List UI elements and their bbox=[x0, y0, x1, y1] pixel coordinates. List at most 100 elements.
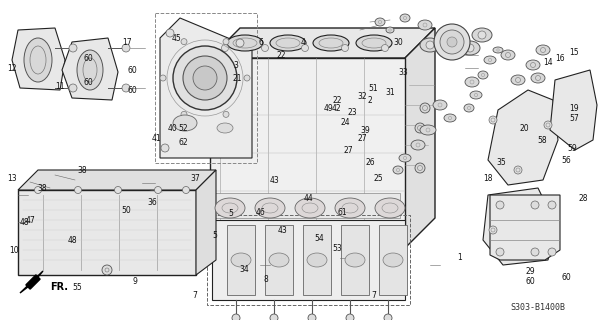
Text: 48: 48 bbox=[19, 218, 29, 227]
Polygon shape bbox=[20, 271, 43, 293]
Ellipse shape bbox=[313, 35, 349, 51]
Ellipse shape bbox=[77, 50, 103, 90]
Circle shape bbox=[496, 248, 504, 256]
Text: 27: 27 bbox=[343, 146, 353, 155]
Circle shape bbox=[223, 39, 229, 44]
Text: 20: 20 bbox=[519, 124, 529, 132]
Text: 35: 35 bbox=[496, 157, 506, 166]
Ellipse shape bbox=[526, 60, 540, 70]
Text: 62: 62 bbox=[178, 138, 188, 147]
Circle shape bbox=[181, 39, 187, 44]
Text: 29: 29 bbox=[525, 268, 535, 276]
Polygon shape bbox=[210, 28, 435, 58]
Polygon shape bbox=[490, 195, 560, 260]
Ellipse shape bbox=[470, 91, 482, 99]
FancyArrow shape bbox=[26, 275, 40, 289]
Text: 60: 60 bbox=[525, 277, 535, 286]
Ellipse shape bbox=[270, 35, 306, 51]
Ellipse shape bbox=[501, 50, 515, 60]
Ellipse shape bbox=[445, 31, 465, 45]
Polygon shape bbox=[550, 70, 597, 150]
Circle shape bbox=[236, 39, 244, 47]
Text: 61: 61 bbox=[337, 207, 347, 217]
Circle shape bbox=[34, 187, 41, 194]
Circle shape bbox=[382, 44, 388, 52]
Ellipse shape bbox=[255, 198, 285, 218]
Bar bbox=[341, 225, 369, 295]
Text: 5: 5 bbox=[213, 230, 218, 239]
Text: 11: 11 bbox=[55, 82, 65, 91]
Text: 26: 26 bbox=[365, 157, 375, 166]
Ellipse shape bbox=[478, 71, 488, 79]
Text: 60: 60 bbox=[83, 77, 93, 86]
Circle shape bbox=[102, 265, 112, 275]
Circle shape bbox=[183, 187, 189, 194]
Text: 3: 3 bbox=[234, 60, 239, 69]
Circle shape bbox=[531, 248, 539, 256]
Polygon shape bbox=[483, 188, 556, 265]
Text: 42: 42 bbox=[331, 103, 341, 113]
Ellipse shape bbox=[217, 123, 233, 133]
Text: 60: 60 bbox=[127, 66, 137, 75]
Text: 17: 17 bbox=[122, 37, 132, 46]
Text: 10: 10 bbox=[9, 245, 19, 254]
Circle shape bbox=[75, 187, 82, 194]
Text: 13: 13 bbox=[7, 173, 17, 182]
Text: 51: 51 bbox=[368, 84, 378, 92]
Circle shape bbox=[478, 31, 486, 39]
Ellipse shape bbox=[269, 253, 289, 267]
Circle shape bbox=[69, 84, 77, 92]
Circle shape bbox=[426, 41, 434, 49]
Text: FR.: FR. bbox=[50, 282, 68, 292]
Text: 47: 47 bbox=[25, 215, 35, 225]
Ellipse shape bbox=[215, 198, 245, 218]
Circle shape bbox=[166, 29, 174, 37]
Polygon shape bbox=[18, 170, 216, 190]
Text: 39: 39 bbox=[360, 125, 370, 134]
Ellipse shape bbox=[383, 253, 403, 267]
Ellipse shape bbox=[531, 73, 545, 83]
Circle shape bbox=[308, 314, 316, 320]
Circle shape bbox=[544, 121, 552, 129]
Circle shape bbox=[161, 144, 169, 152]
Circle shape bbox=[181, 111, 187, 117]
Text: 43: 43 bbox=[269, 175, 279, 185]
Ellipse shape bbox=[345, 253, 365, 267]
Circle shape bbox=[302, 44, 308, 52]
Circle shape bbox=[451, 34, 459, 42]
Circle shape bbox=[489, 116, 497, 124]
Circle shape bbox=[496, 201, 504, 209]
Circle shape bbox=[346, 314, 354, 320]
Ellipse shape bbox=[460, 41, 480, 55]
Circle shape bbox=[232, 314, 240, 320]
Circle shape bbox=[531, 201, 539, 209]
Ellipse shape bbox=[484, 56, 496, 64]
Text: 25: 25 bbox=[373, 173, 383, 182]
Circle shape bbox=[193, 66, 217, 90]
Text: 23: 23 bbox=[347, 108, 357, 116]
Text: 4: 4 bbox=[300, 37, 305, 46]
Text: 59: 59 bbox=[567, 143, 577, 153]
Ellipse shape bbox=[231, 253, 251, 267]
Ellipse shape bbox=[464, 104, 474, 112]
Circle shape bbox=[154, 187, 162, 194]
Ellipse shape bbox=[399, 154, 411, 162]
Circle shape bbox=[440, 30, 464, 54]
Circle shape bbox=[466, 44, 474, 52]
Text: 49: 49 bbox=[323, 103, 333, 113]
Ellipse shape bbox=[433, 100, 447, 110]
Polygon shape bbox=[196, 170, 216, 275]
Text: 18: 18 bbox=[483, 173, 493, 182]
Text: 57: 57 bbox=[569, 114, 579, 123]
Circle shape bbox=[244, 75, 250, 81]
Circle shape bbox=[270, 314, 278, 320]
Text: 41: 41 bbox=[151, 133, 161, 142]
Text: 60: 60 bbox=[83, 53, 93, 62]
Text: 9: 9 bbox=[133, 277, 138, 286]
Circle shape bbox=[183, 56, 227, 100]
Bar bbox=[379, 225, 407, 295]
Circle shape bbox=[415, 163, 425, 173]
Circle shape bbox=[222, 44, 228, 52]
Text: 43: 43 bbox=[278, 226, 288, 235]
Text: 45: 45 bbox=[172, 34, 182, 43]
